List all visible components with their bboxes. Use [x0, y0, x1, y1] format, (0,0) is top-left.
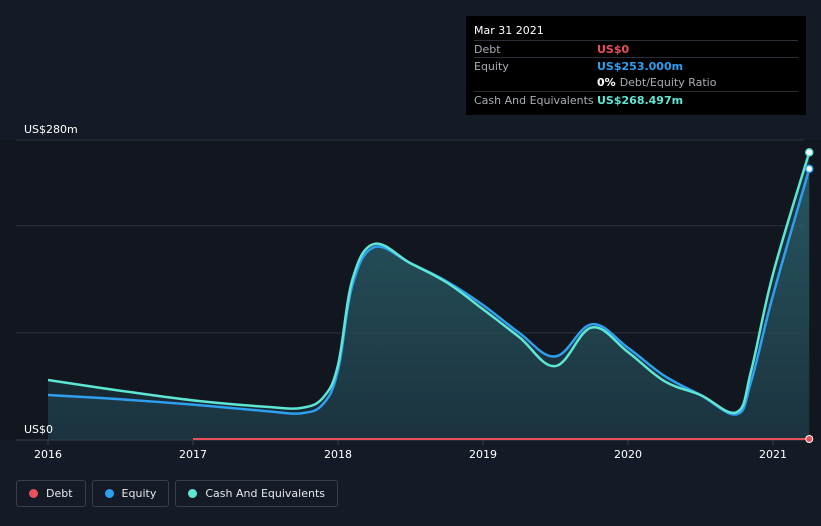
- area-fills: [48, 152, 810, 440]
- x-axis-ticks: 2016 2017 2018 2019 2020 2021: [34, 440, 787, 461]
- legend-item-debt[interactable]: Debt: [16, 480, 86, 507]
- tooltip-label-cash: Cash And Equivalents: [474, 94, 594, 107]
- tooltip-panel: Mar 31 2021 Debt US$0 Equity US$253.000m…: [466, 16, 806, 115]
- area-equity: [48, 168, 810, 440]
- tooltip-ratio-suffix: Debt/Equity Ratio: [619, 76, 717, 89]
- tooltip-label-ratio: [474, 74, 597, 91]
- tooltip-value-equity: US$253.000m: [597, 60, 684, 73]
- tooltip-row-cash: Cash And Equivalents US$268.497m: [474, 91, 798, 108]
- chart-legend: Debt Equity Cash And Equivalents: [16, 480, 338, 507]
- legend-dot-equity: [104, 489, 114, 498]
- legend-label-equity: Equity: [121, 487, 157, 500]
- marker-equity: [805, 164, 814, 174]
- tooltip-label-debt: Debt: [474, 43, 501, 56]
- tooltip-value-ratio: 0%: [597, 76, 616, 89]
- legend-dot-cash: [188, 489, 198, 498]
- marker-debt: [805, 435, 814, 443]
- y-tick-label-max: US$280m: [24, 123, 78, 136]
- legend-dot-debt: [29, 489, 38, 498]
- tooltip-value-cash: US$268.497m: [597, 94, 684, 107]
- x-tick-label-2018: 2018: [324, 448, 352, 461]
- tooltip-date: Mar 31 2021: [474, 24, 544, 37]
- marker-cash-and-equivalents: [805, 148, 814, 157]
- y-tick-label-zero: US$0: [24, 423, 54, 436]
- line-cash-and-equivalents: [47, 151, 811, 415]
- tooltip-row-equity: Equity US$253.000m: [474, 57, 798, 74]
- tooltip-label-equity: Equity: [474, 60, 509, 73]
- legend-item-cash[interactable]: Cash And Equivalents: [175, 480, 338, 507]
- series-lines: [47, 151, 811, 440]
- tooltip-row-ratio: 0% Debt/Equity Ratio: [474, 74, 798, 91]
- legend-label-debt: Debt: [46, 487, 73, 500]
- x-tick-label-2019: 2019: [469, 448, 497, 461]
- x-tick-label-2016: 2016: [34, 448, 62, 461]
- x-tick-label-2021: 2021: [759, 448, 787, 461]
- x-tick-label-2017: 2017: [179, 448, 207, 461]
- tooltip-row-debt: Debt US$0: [474, 40, 798, 57]
- legend-label-cash: Cash And Equivalents: [205, 487, 325, 500]
- tooltip-value-debt: US$0: [597, 43, 630, 56]
- end-markers: [805, 148, 814, 443]
- x-tick-label-2020: 2020: [614, 448, 642, 461]
- legend-item-equity[interactable]: Equity: [91, 480, 170, 507]
- line-equity: [47, 168, 811, 416]
